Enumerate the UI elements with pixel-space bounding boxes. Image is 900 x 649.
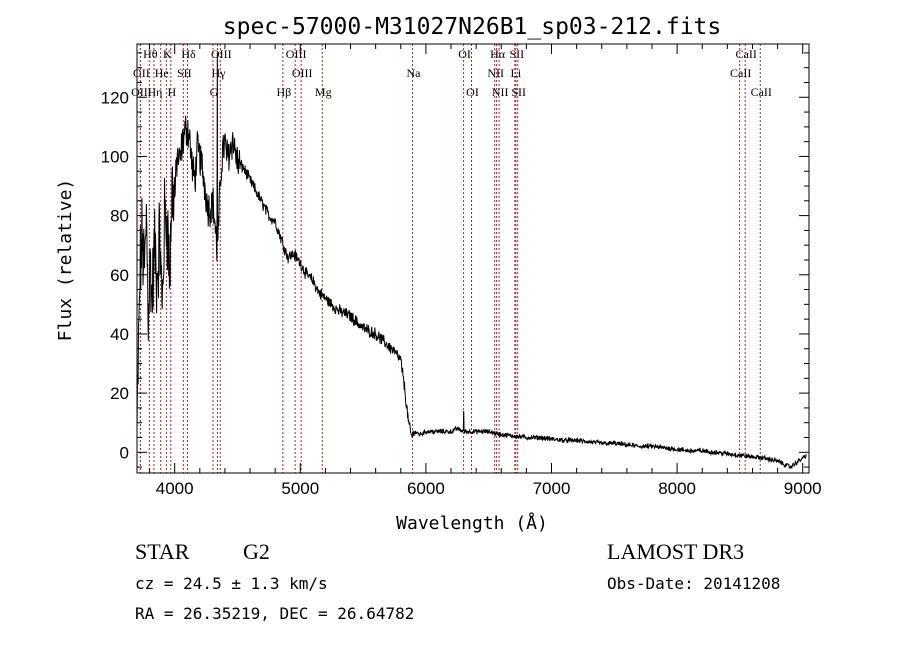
spectral-line-label: K	[163, 47, 172, 61]
plot-area	[136, 52, 807, 470]
flux-series-line	[136, 52, 807, 470]
spectral-line-label: OIII	[211, 47, 232, 61]
spectral-line-label: Li	[510, 66, 521, 80]
y-tick-label: 40	[110, 325, 129, 344]
spectral-line-label: Hη	[147, 85, 162, 99]
spectral-line-label: Hα	[490, 47, 506, 61]
spectral-line-label: He	[155, 66, 169, 80]
spectral-line-label: CaII	[751, 85, 772, 99]
spectral-line-label: Hβ	[276, 85, 291, 99]
spectral-line-label: NII	[492, 85, 509, 99]
spectral-line-label: Mg	[315, 85, 332, 99]
spectral-line-label: OIII	[292, 66, 313, 80]
spectral-line-label: SII	[509, 47, 524, 61]
chart-title: spec-57000-M31027N26B1_sp03-212.fits	[223, 14, 722, 40]
y-tick-label: 60	[110, 266, 129, 285]
object-class: STAR	[135, 539, 190, 564]
spectral-line-label: Na	[406, 66, 421, 80]
y-tick-label: 0	[120, 443, 129, 462]
x-tick-label: 6000	[407, 479, 445, 498]
spectral-line-label: SII	[511, 85, 526, 99]
y-tick-label: 100	[101, 147, 129, 166]
spectral-line-label: CaII	[730, 66, 751, 80]
x-tick-label: 4000	[156, 479, 194, 498]
spectral-line-label: SII	[177, 66, 192, 80]
spectral-line-label: G	[210, 85, 219, 99]
spectral-line-label: Hδ	[181, 47, 196, 61]
axis-ticks: 4000 5000 6000 7000 8000 9000 0 20 40 60 80 100 120	[101, 44, 822, 498]
spectral-line-label: CaII	[736, 47, 757, 61]
spectral-line-label: Hγ	[212, 66, 227, 80]
x-axis-label: Wavelength (Å)	[396, 512, 548, 534]
y-axis-label: Flux (relative)	[55, 179, 76, 342]
x-tick-label: 8000	[658, 479, 696, 498]
spectral-line-label: OIII	[131, 85, 152, 99]
spectral-line-label: OI	[458, 47, 471, 61]
x-tick-label: 7000	[533, 479, 571, 498]
y-tick-label: 20	[110, 384, 129, 403]
x-tick-label: 5000	[281, 479, 319, 498]
spectral-line-label: OI	[466, 85, 479, 99]
redshift-text: cz = 24.5 ± 1.3 km/s	[135, 574, 328, 593]
x-tick-label: 9000	[784, 479, 822, 498]
spectral-line-label: NII	[487, 66, 504, 80]
spectral-line-label: Hθ	[143, 47, 158, 61]
plot-frame	[136, 43, 810, 474]
y-tick-label: 120	[101, 88, 129, 107]
spectrum-chart: spec-57000-M31027N26B1_sp03-212.fits Hθ O…	[55, 14, 822, 534]
survey-name: LAMOST DR3	[607, 539, 745, 564]
y-tick-label: 80	[110, 207, 129, 226]
spectral-line-label: OIII	[286, 47, 307, 61]
coordinates: RA = 26.35219, DEC = 26.64782	[135, 604, 415, 623]
object-subclass: G2	[243, 539, 270, 564]
obs-date: Obs-Date: 20141208	[607, 574, 781, 593]
spectral-line-label: H	[167, 85, 176, 99]
